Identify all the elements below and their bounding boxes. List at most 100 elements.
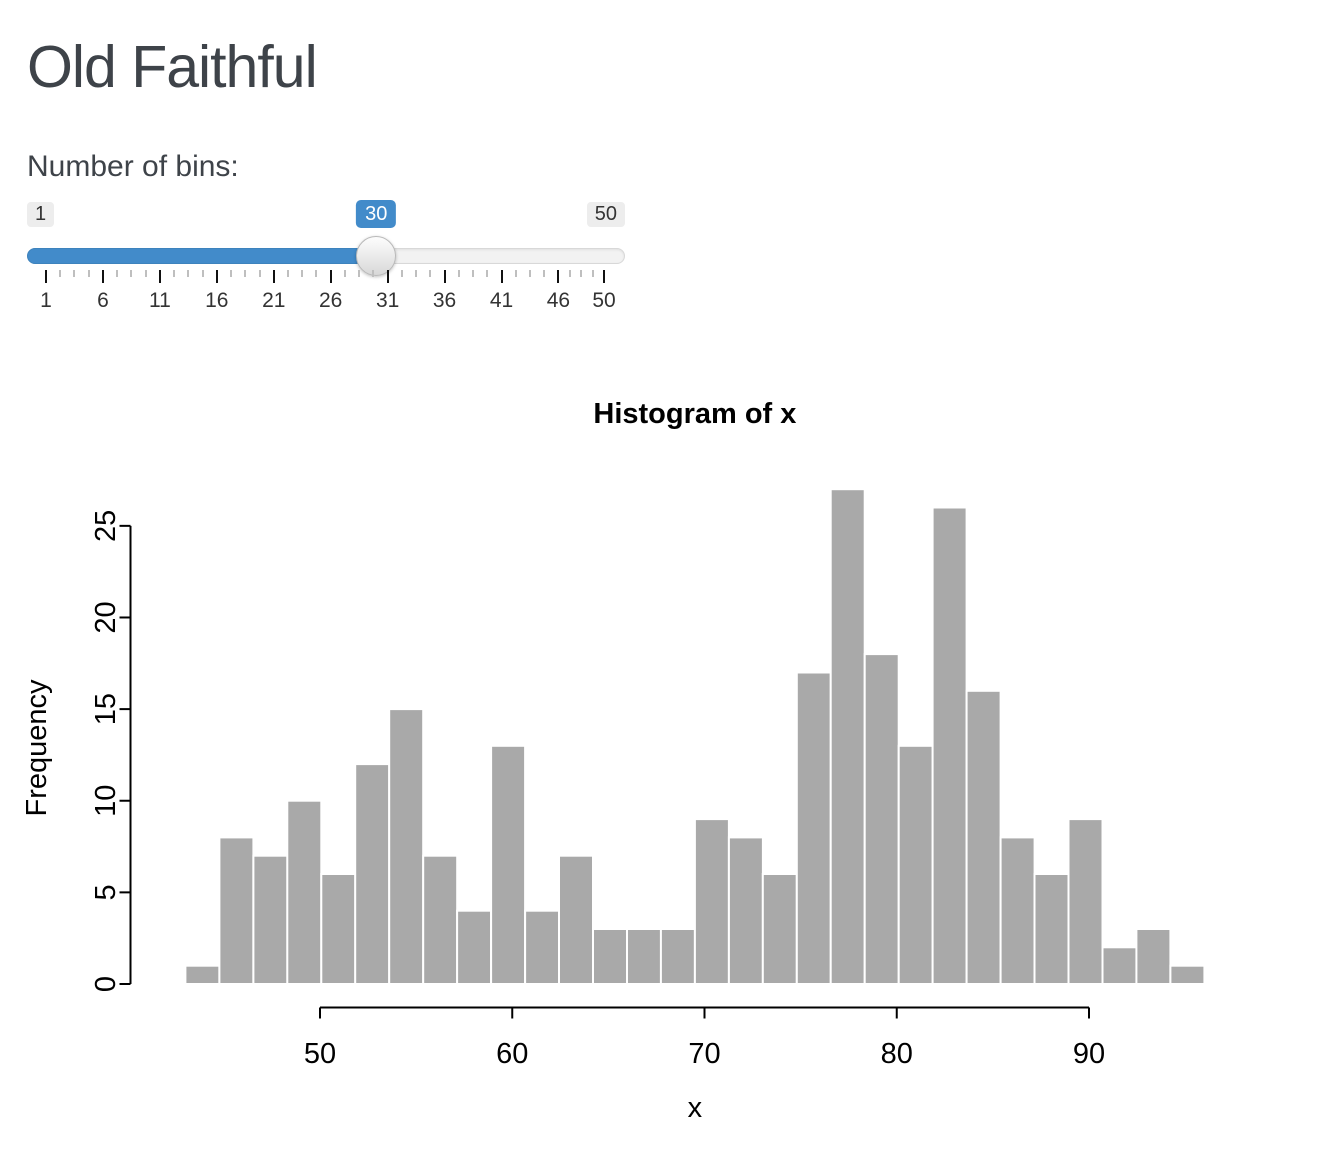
slider-max-badge: 50 — [586, 202, 625, 227]
y-axis-title: Frequency — [21, 679, 53, 817]
slider-tick-minor — [358, 270, 361, 277]
slider-tick-minor — [568, 270, 571, 277]
histogram-bar — [863, 653, 900, 985]
y-tick-label: 0 — [90, 976, 122, 992]
y-tick-label: 10 — [90, 785, 122, 817]
x-tick-label: 80 — [881, 1038, 913, 1070]
y-tick-label: 20 — [90, 601, 122, 633]
slider-tick-major — [101, 270, 104, 283]
slider-tick-minor — [201, 270, 204, 277]
slider-tick-major — [272, 270, 275, 283]
x-tick-label: 70 — [688, 1038, 720, 1070]
slider-grid-label: 26 — [319, 289, 343, 312]
y-tick-label: 5 — [90, 884, 122, 900]
slider-tick-major — [557, 270, 560, 283]
slider-grid-label: 21 — [262, 289, 286, 312]
slider-tick-minor — [457, 270, 460, 277]
slider-tick-minor — [528, 270, 531, 277]
slider-tick-minor — [472, 270, 475, 277]
x-tick-label: 60 — [496, 1038, 528, 1070]
slider-tick-minor — [343, 270, 346, 277]
slider-tick-minor — [543, 270, 546, 277]
slider-tick-major — [45, 270, 47, 283]
histogram-bar — [422, 854, 459, 986]
slider-tick-major — [329, 270, 332, 283]
slider-fill — [27, 248, 380, 264]
slider-grid-label: 36 — [432, 289, 457, 312]
slider-tick-minor — [144, 270, 147, 277]
histogram-bar — [388, 708, 425, 985]
slider-tick-minor — [580, 270, 583, 277]
histogram-bar — [456, 909, 493, 986]
x-tick-label: 50 — [304, 1038, 336, 1070]
slider-tick-minor — [230, 270, 233, 277]
bins-slider[interactable]: 1 50 30 1 6 11 16 21 26 31 36 41 46 50 — [27, 200, 625, 320]
histogram-bar — [965, 689, 1002, 985]
slider-grid-label: 50 — [592, 289, 616, 312]
slider-tick-minor — [486, 270, 489, 277]
histogram-bar — [626, 928, 662, 985]
x-axis-title: x — [688, 1092, 703, 1124]
slider-grid-label: 11 — [148, 289, 171, 312]
histogram-bar — [490, 744, 527, 985]
slider-grid-label: 41 — [489, 289, 514, 312]
slider-tick-major — [500, 270, 503, 283]
slider-tick-minor — [59, 270, 62, 277]
slider-tick-major — [603, 270, 605, 283]
slider-tick-minor — [130, 270, 133, 277]
histogram-bar — [592, 928, 628, 985]
slider-tick-major — [158, 270, 161, 283]
slider-grid-label: 31 — [375, 289, 400, 312]
slider-tick-minor — [244, 270, 247, 277]
slider-tick-minor — [301, 270, 304, 277]
slider-tick-minor — [514, 270, 517, 277]
histogram-bar — [1101, 946, 1138, 985]
histogram-bar — [184, 964, 221, 986]
slider-handle[interactable] — [356, 236, 397, 276]
chart-title: Histogram of x — [593, 398, 796, 430]
slider-tick-minor — [87, 270, 90, 277]
histogram-bar — [1169, 964, 1206, 986]
histogram-bar — [558, 854, 594, 986]
slider-tick-minor — [116, 270, 119, 277]
histogram-bar — [659, 928, 696, 985]
slider-tick-minor — [372, 270, 375, 277]
slider-tick-minor — [73, 270, 76, 277]
slider-grid-label: 16 — [205, 289, 229, 312]
slider-grid: 1 6 11 16 21 26 31 36 41 46 50 — [27, 270, 625, 318]
histogram-bar — [727, 836, 764, 986]
histogram-bar — [286, 799, 323, 986]
slider-tick-minor — [187, 270, 190, 277]
slider-grid-label: 6 — [97, 289, 109, 312]
slider-tick-minor — [429, 270, 432, 277]
slider-tick-minor — [286, 270, 289, 277]
slider-min-badge: 1 — [27, 202, 55, 227]
histogram-bar — [897, 744, 934, 985]
app-title: Old Faithful — [27, 34, 318, 100]
histogram-bar — [524, 909, 561, 986]
slider-value-badge: 30 — [356, 200, 397, 228]
slider-tick-minor — [415, 270, 418, 277]
histogram-bar — [1033, 873, 1070, 985]
histogram-bar — [1067, 818, 1104, 985]
slider-tick-minor — [258, 270, 261, 277]
slider-tick-major — [443, 270, 446, 283]
slider-label: Number of bins: — [27, 150, 239, 183]
histogram-bar — [931, 506, 968, 985]
histogram-bar — [354, 763, 391, 985]
histogram-bar — [252, 854, 289, 986]
histogram-bar — [320, 873, 357, 985]
slider-grid-label: 46 — [546, 289, 571, 312]
histogram-bar — [693, 818, 730, 985]
y-tick-label: 25 — [90, 510, 122, 542]
slider-tick-minor — [400, 270, 403, 277]
slider-tick-minor — [591, 270, 594, 277]
slider-tick-major — [386, 270, 389, 283]
histogram-bar — [795, 671, 832, 985]
histogram-bar — [999, 836, 1036, 986]
slider-tick-major — [215, 270, 218, 283]
histogram-plot: 0 5 10 15 20 25 Frequency 50 60 70 80 90 x Histogram … — [21, 398, 1206, 1124]
histogram-bar — [829, 488, 866, 985]
slider-tick-minor — [315, 270, 318, 277]
y-tick-label: 15 — [90, 693, 122, 725]
